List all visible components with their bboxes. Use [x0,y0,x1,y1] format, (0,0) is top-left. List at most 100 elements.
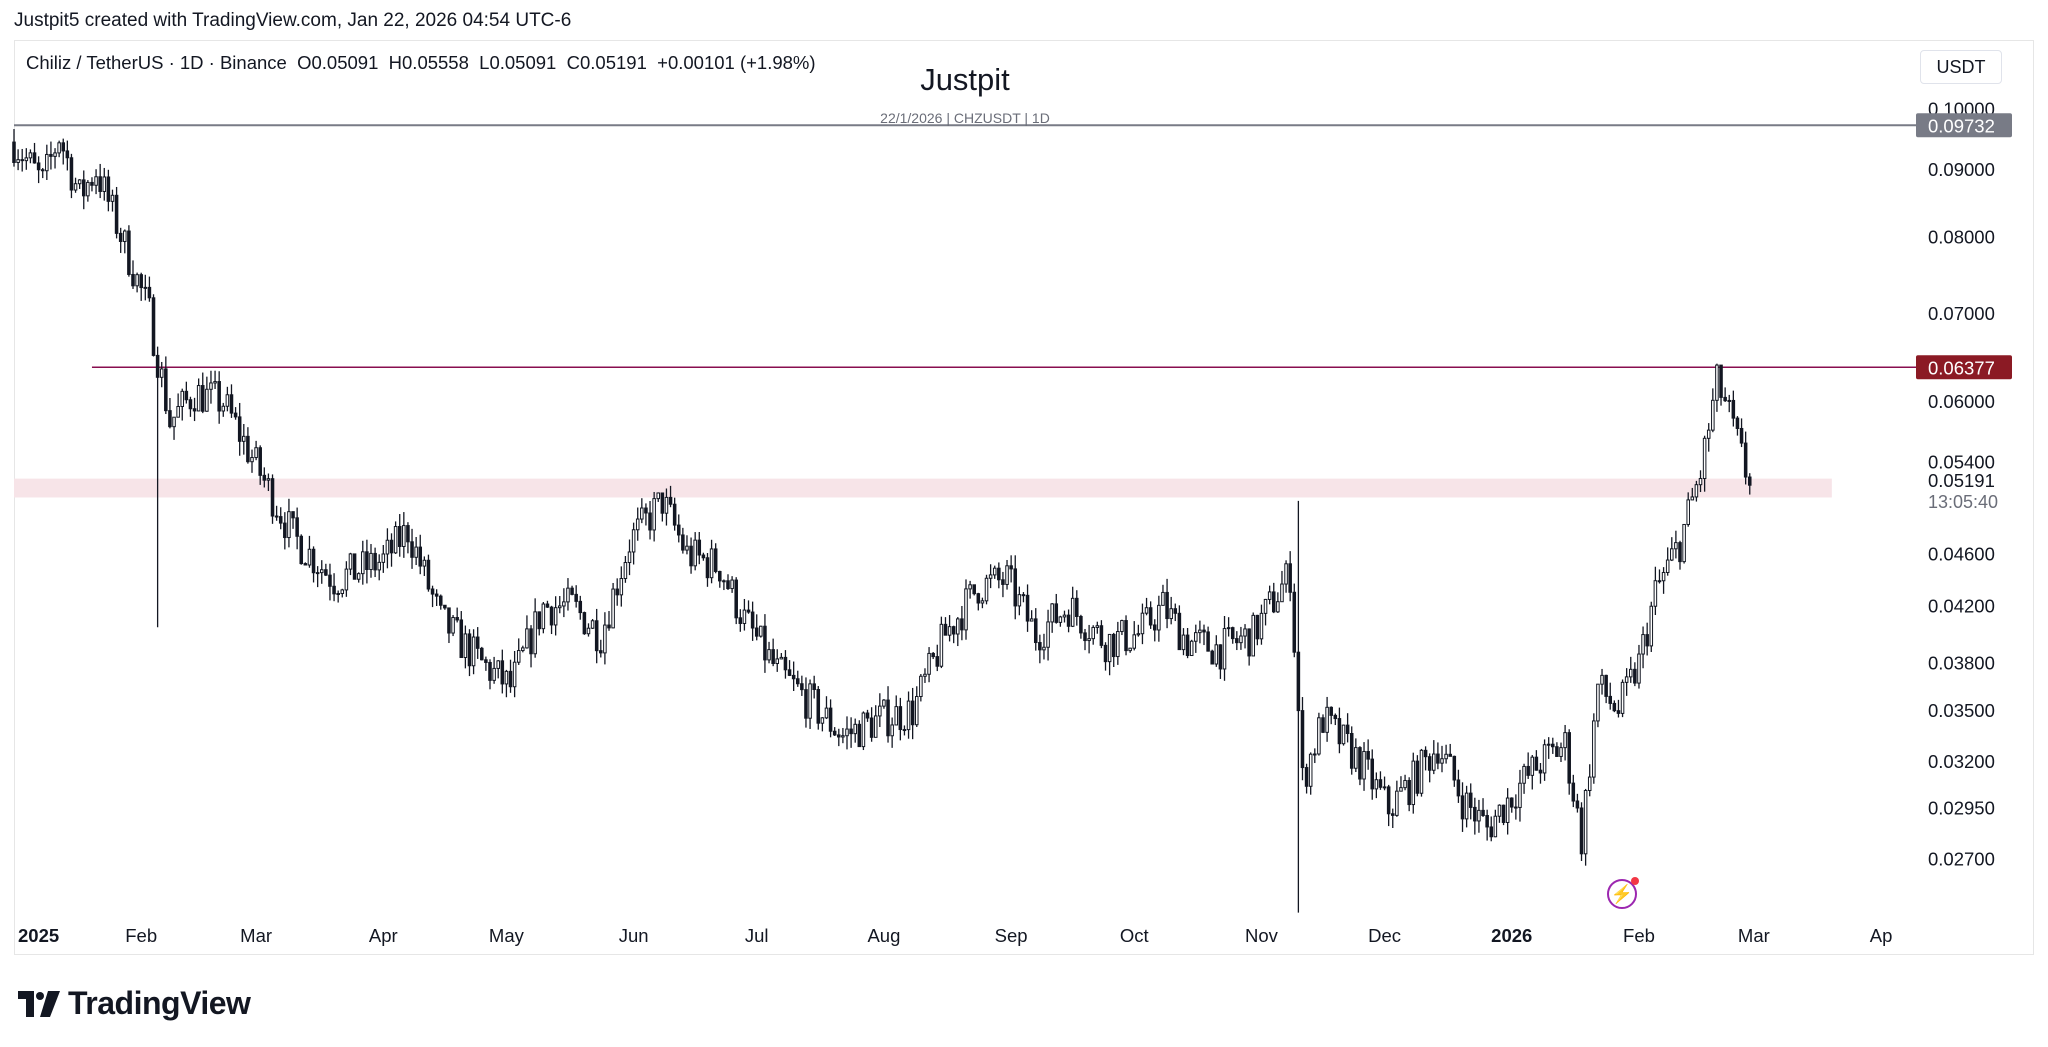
chart-creator-header: Justpit5 created with TradingView.com, J… [14,10,572,31]
candle-body [1329,706,1333,716]
candle-body [1001,579,1005,585]
candle-body [467,633,472,667]
ohlc-close: C0.05191 [566,52,647,73]
candle-body [172,416,176,428]
candle-body [57,142,61,154]
candle-body [1440,758,1444,764]
y-tick-label: 0.09000 [1928,159,1995,180]
candle-body [1210,650,1214,665]
candle-body [402,525,406,547]
top-line-price-label-bg [1916,113,2012,138]
candle-body [1444,753,1448,760]
candle-body [537,611,542,630]
lightning-alert-icon[interactable]: ⚡ [1607,877,1639,909]
candle-body [274,515,279,518]
candle-body [1144,607,1149,614]
candle-body [738,617,743,624]
candle-body [521,647,525,652]
candle-body [1288,563,1292,593]
candle-body [898,706,903,731]
candle-body [1005,565,1009,585]
candle-body [779,656,784,660]
candle-body [258,447,262,476]
candle-body [1362,751,1366,780]
candle-body [471,636,476,667]
candle-body [619,578,624,596]
candle-body [188,399,193,410]
candle-body [1735,417,1740,429]
candle-body [1555,746,1559,757]
candle-body [1403,779,1407,789]
candle-body [1592,720,1596,778]
candle-body [1189,640,1194,657]
candle-body [233,412,238,418]
candle-body [1505,797,1510,823]
y-tick-label: 0.05400 [1928,452,1995,473]
candle-body [1604,674,1608,697]
candle-body [1021,594,1026,597]
candle-body [849,728,853,735]
candle-body [685,545,689,551]
candle-body [873,715,878,738]
candle-body [1653,580,1658,607]
candle-body [1686,499,1690,525]
y-tick-label: 0.02950 [1928,798,1995,819]
candle-body [1013,568,1018,607]
candle-body [1087,638,1091,642]
candle-body [1280,583,1284,603]
candle-body [340,589,345,595]
candle-body [159,368,164,378]
candle-body [369,552,373,570]
candle-body [385,539,390,555]
candle-body [1029,618,1034,622]
candle-body [1620,681,1625,714]
candle-body [1546,743,1551,746]
watermark-subtitle: 22/1/2026 | CHZUSDT | 1D [880,110,1050,126]
candle-body [1670,548,1674,561]
candle-body [1243,628,1247,637]
candle-body [1571,782,1576,802]
candle-body [1382,786,1387,789]
top-line-price-label: 0.09732 [1928,115,1995,136]
candle-body [1271,591,1276,613]
x-tick-label: Oct [1120,925,1149,946]
candle-body [1337,718,1342,745]
candle-body [553,607,558,626]
candle-body [1727,399,1732,402]
candle-body [1563,732,1567,749]
candle-body [81,179,86,197]
support-zone [14,478,1832,498]
candle-body [373,552,377,571]
x-tick-label: Mar [1738,925,1770,946]
candle-body [603,624,607,654]
candle-body [1374,779,1379,790]
candle-body [754,627,759,637]
candle-body [910,700,915,726]
candle-body [1169,608,1173,620]
candle-body [1349,733,1354,769]
candle-body [1239,635,1243,644]
resistance-price-label: 0.06377 [1928,357,1995,378]
candle-body [447,607,451,634]
candle-body [1009,565,1013,570]
candle-body [1038,642,1042,651]
x-tick-label: Ap [1870,925,1893,946]
candle-body [361,551,365,575]
candle-body [455,617,459,621]
candle-body [270,478,275,517]
symbol-name[interactable]: Chiliz / TetherUS · 1D · Binance [26,52,287,73]
candle-body [69,157,74,191]
candle-body [1694,484,1699,498]
candle-body [1152,624,1157,631]
tradingview-branding[interactable]: TradingView [18,985,251,1022]
candle-body [110,194,115,202]
candle-body [1202,629,1206,633]
candle-body [759,625,763,637]
candle-body [1452,755,1457,781]
candle-body [1678,542,1682,563]
candle-body [631,529,636,553]
currency-selector[interactable]: USDT [1920,50,2002,84]
candle-body [254,447,258,459]
candle-body [1596,683,1600,722]
